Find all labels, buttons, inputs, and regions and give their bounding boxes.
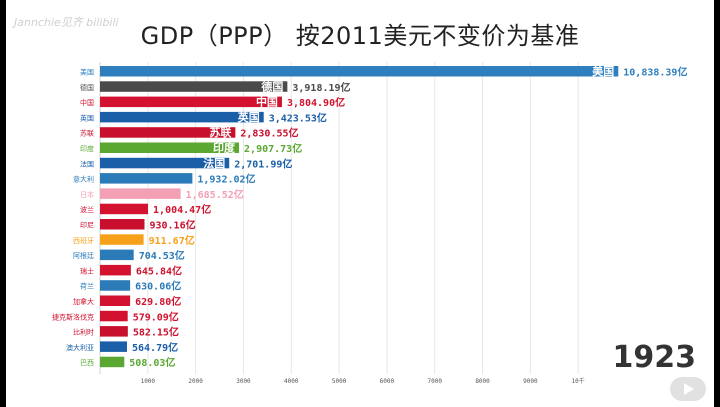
value-label: 704.53亿 (139, 249, 185, 262)
bar (100, 234, 144, 245)
value-label: 3,804.90亿 (287, 96, 345, 109)
bar-chart: 1000 2000 3000 4000 5000 6000 7000 8000 9000 10千 美… (52, 62, 687, 385)
category-label: 法国 (80, 159, 94, 168)
bar (100, 96, 282, 108)
category-label: 意大利 (73, 175, 94, 184)
bar-inner-label: 中国 (256, 95, 278, 109)
x-tick-label: 5000 (332, 378, 347, 385)
value-label: 2,701.99亿 (234, 157, 292, 170)
value-label: 1,685.52亿 (186, 188, 244, 201)
bar-inner-label: 法国 (203, 156, 225, 170)
value-label: 629.80亿 (135, 295, 181, 308)
category-label: 美国 (80, 68, 94, 77)
bar (100, 295, 131, 306)
category-label: 澳大利亚 (66, 343, 94, 352)
category-label: 比利时 (73, 328, 94, 337)
category-label: 西班牙 (73, 236, 94, 245)
value-label: 579.09亿 (133, 310, 179, 323)
value-label: 508.03亿 (129, 356, 175, 369)
bar (100, 249, 134, 261)
chart-title: GDP（PPP） 按2011美元不变价为基准 (140, 22, 580, 50)
x-tick-label: 2000 (188, 378, 203, 385)
bar (100, 127, 236, 138)
bar (100, 310, 128, 322)
play-icon[interactable] (670, 377, 706, 401)
category-label: 阿根廷 (73, 251, 94, 260)
value-label: 3,918.19亿 (292, 81, 350, 94)
bar-inner-label: 印度 (213, 141, 236, 155)
category-label: 中国 (80, 98, 94, 107)
category-label: 印尼 (80, 222, 94, 230)
x-tick-label: 6000 (380, 378, 395, 385)
bar (100, 203, 149, 215)
bar (100, 356, 125, 368)
chart-stage: Jannchie见齐 bilibili GDP（PPP） 按2011美元不变价为… (6, 0, 714, 407)
value-label: 1,004.47亿 (153, 203, 211, 216)
x-tick-label: 9000 (523, 378, 538, 385)
category-label: 印度 (80, 144, 94, 153)
x-tick-label: 4000 (284, 378, 299, 385)
bar (100, 188, 181, 199)
value-label: 930.16亿 (149, 219, 195, 232)
category-label: 瑞士 (80, 266, 94, 275)
bar (100, 66, 619, 77)
watermark: Jannchie见齐 bilibili (14, 16, 119, 29)
bar-inner-label: 英国 (237, 110, 260, 124)
x-tick-label: 3000 (236, 378, 251, 385)
bar (100, 111, 264, 123)
x-tick-label: 7000 (428, 378, 443, 385)
category-label: 加拿大 (73, 297, 94, 306)
bar (100, 280, 131, 291)
bar (100, 341, 128, 352)
value-label: 645.84亿 (136, 264, 182, 277)
value-label: 2,830.55亿 (240, 127, 298, 140)
bar (100, 264, 131, 276)
x-tick-label: 8000 (475, 378, 490, 385)
value-label: 10,838.39亿 (623, 66, 687, 79)
category-label: 苏联 (80, 129, 94, 138)
bar (100, 173, 193, 184)
bar-inner-label: 苏联 (209, 125, 231, 139)
value-label: 582.15亿 (133, 326, 179, 339)
bar (100, 142, 240, 153)
bar (100, 157, 230, 169)
category-label: 日本 (80, 190, 94, 199)
value-label: 911.67亿 (149, 234, 195, 247)
category-label: 捷克斯洛伐克 (52, 312, 94, 321)
category-label: 巴西 (80, 359, 94, 367)
category-label: 荷兰 (80, 282, 94, 291)
bar-inner-label: 美国 (592, 64, 614, 78)
value-label: 1,932.02亿 (197, 173, 255, 186)
bar-inner-label: 德国 (260, 79, 283, 93)
bar (100, 81, 288, 92)
bar (100, 219, 145, 230)
value-label: 3,423.53亿 (269, 111, 327, 124)
category-label: 德国 (80, 83, 94, 92)
category-label: 波兰 (80, 205, 94, 214)
value-label: 564.79亿 (132, 341, 178, 354)
category-label: 英国 (80, 113, 94, 122)
value-label: 2,907.73亿 (244, 142, 302, 155)
value-label: 630.06亿 (135, 280, 181, 293)
year-label: 1923 (612, 340, 697, 375)
x-tick-label: 1000 (141, 378, 156, 385)
bar (100, 326, 128, 337)
x-tick-label: 10千 (572, 377, 585, 385)
